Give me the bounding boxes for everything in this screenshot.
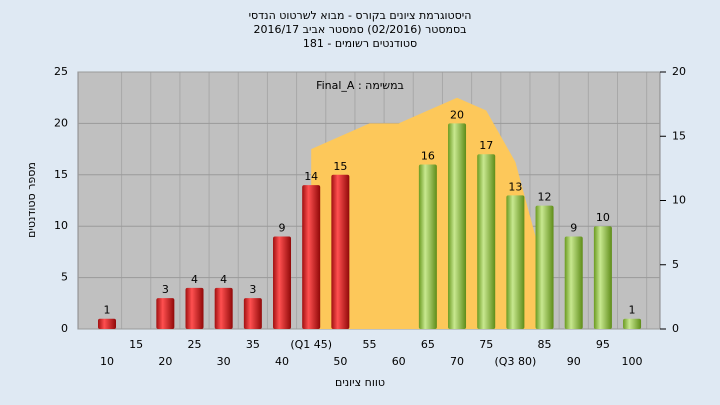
data-label: 20	[450, 108, 464, 121]
x-tick-label: 65	[421, 338, 435, 351]
x-tick-label: 85	[538, 338, 552, 351]
x-tick-label: (Q1 45)	[290, 338, 332, 351]
x-tick-label: 30	[217, 355, 231, 368]
x-tick-label: 10	[100, 355, 114, 368]
bar	[506, 195, 525, 329]
x-tick-label: 25	[188, 338, 202, 351]
y-tick-label: 0	[61, 322, 68, 335]
bar	[623, 318, 642, 329]
x-tick-label: 90	[567, 355, 581, 368]
y2-tick-label: 5	[672, 258, 679, 271]
bar	[331, 174, 350, 329]
y-axis-label: מספר סטודנטים	[25, 162, 38, 238]
data-label: 4	[220, 273, 227, 286]
y-tick-label: 10	[54, 219, 68, 232]
data-label: 4	[191, 273, 198, 286]
bar	[535, 205, 554, 329]
chart-subtitle: בסמסטר (02/2016) סמסטר אביב 2016/17	[253, 23, 466, 36]
x-tick-label: (Q3 80)	[495, 355, 537, 368]
x-tick-label: 100	[622, 355, 643, 368]
data-label: 16	[421, 150, 435, 163]
y2-tick-label: 0	[672, 322, 679, 335]
y2-tick-label: 10	[672, 194, 686, 207]
data-label: 3	[249, 283, 256, 296]
x-tick-label: 40	[275, 355, 289, 368]
x-tick-label: 95	[596, 338, 610, 351]
y-tick-label: 15	[54, 168, 68, 181]
x-tick-label: 20	[158, 355, 172, 368]
bar	[273, 236, 292, 329]
y2-tick-label: 15	[672, 129, 686, 142]
bar	[418, 164, 437, 329]
annotation: Final_A : במשימה	[316, 79, 404, 92]
bar	[593, 226, 612, 329]
x-tick-label: 60	[392, 355, 406, 368]
bar	[243, 298, 262, 329]
data-label: 1	[104, 304, 111, 317]
y2-tick-label: 20	[672, 65, 686, 78]
bar	[477, 154, 496, 329]
x-tick-label: 50	[333, 355, 347, 368]
data-label: 14	[304, 170, 318, 183]
chart-title: היסטוגרמת ציונים בקורס - מבוא לשרטוט הנד…	[249, 9, 472, 22]
bar	[98, 318, 116, 329]
bar	[448, 123, 467, 330]
bar	[302, 185, 321, 329]
x-axis-label: טווח ציונים	[335, 376, 385, 389]
data-label: 9	[279, 221, 286, 234]
data-label: 12	[538, 191, 552, 204]
y-tick-label: 25	[54, 65, 68, 78]
data-label: 13	[508, 180, 522, 193]
bar	[564, 236, 583, 329]
y-tick-label: 20	[54, 116, 68, 129]
bar	[156, 298, 175, 329]
x-tick-label: 35	[246, 338, 260, 351]
x-tick-label: 15	[129, 338, 143, 351]
x-tick-label: 70	[450, 355, 464, 368]
data-label: 9	[570, 221, 577, 234]
bar	[214, 287, 233, 329]
data-label: 3	[162, 283, 169, 296]
data-label: 1	[629, 304, 636, 317]
y-tick-label: 5	[61, 271, 68, 284]
data-label: 10	[596, 211, 610, 224]
data-label: 17	[479, 139, 493, 152]
x-tick-label: 75	[479, 338, 493, 351]
bar	[185, 287, 204, 329]
chart-subtitle: סטודנטים רשומים - 181	[303, 37, 417, 50]
x-tick-label: 55	[363, 338, 377, 351]
data-label: 15	[333, 160, 347, 173]
